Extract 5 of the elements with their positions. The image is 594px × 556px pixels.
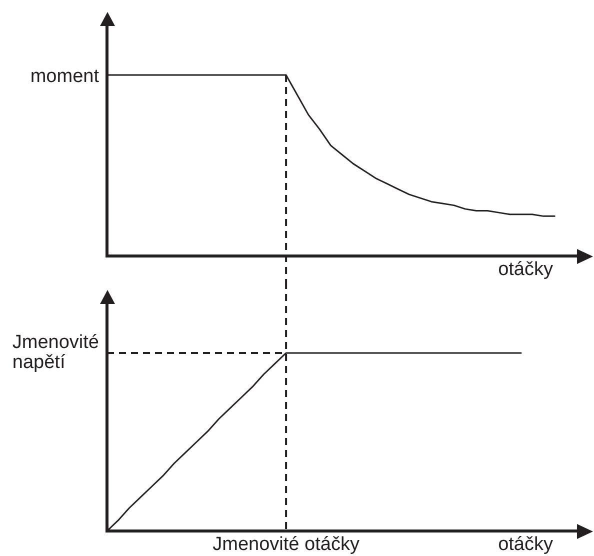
ref-line-label: Jmenovité napětí <box>12 332 100 374</box>
text: Jmenovité otáčky <box>212 534 360 555</box>
x-axis-title: otáčky <box>498 259 554 280</box>
x-axis-title: otáčky <box>498 534 554 555</box>
y-axis-title: moment <box>30 66 100 88</box>
